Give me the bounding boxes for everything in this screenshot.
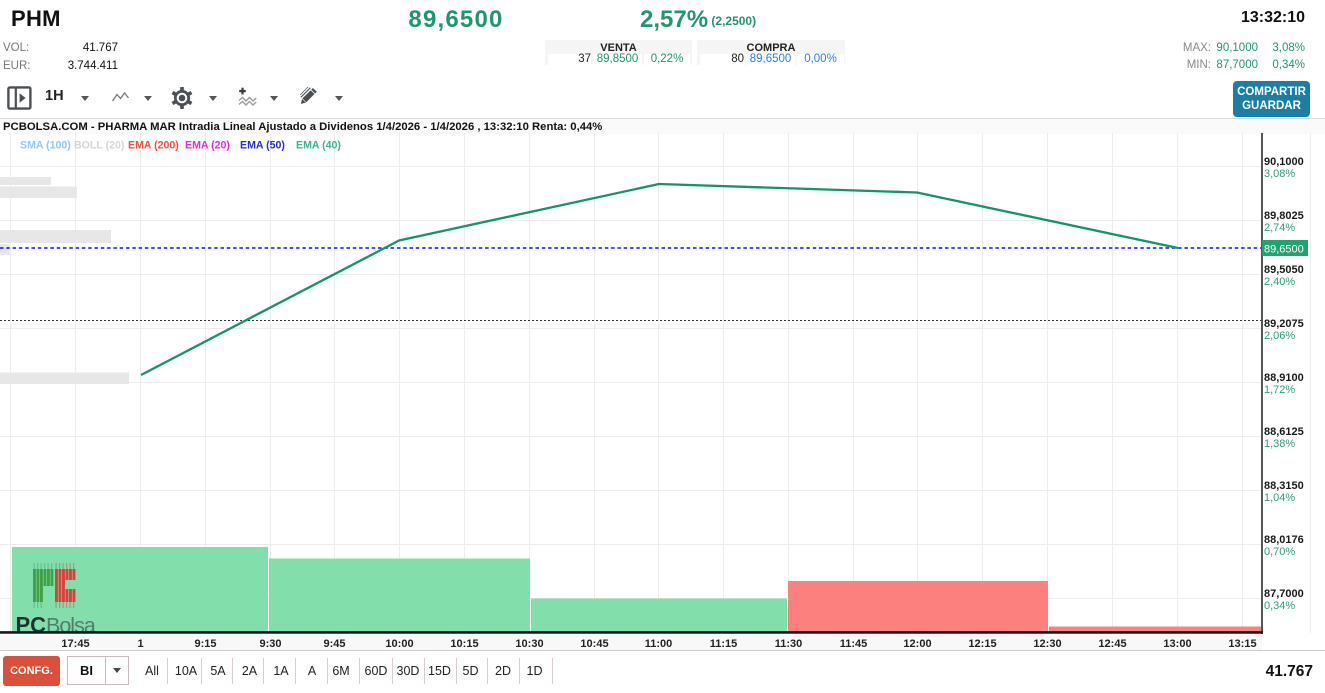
svg-text:88,9100: 88,9100 [1264,372,1304,384]
svg-text:10:45: 10:45 [580,638,608,650]
svg-text:10:15: 10:15 [450,638,478,650]
svg-text:Bolsa: Bolsa [46,614,96,638]
svg-text:90,1000: 90,1000 [1264,156,1304,168]
svg-text:12:30: 12:30 [1033,638,1061,650]
svg-text:9:45: 9:45 [323,638,345,650]
svg-text:10:30: 10:30 [515,638,543,650]
svg-text:SMA (100): SMA (100) [20,140,71,152]
svg-text:11:30: 11:30 [775,638,803,650]
svg-text:9:15: 9:15 [194,638,216,650]
svg-text:1,38%: 1,38% [1264,438,1295,450]
svg-text:13:15: 13:15 [1228,638,1256,650]
svg-text:89,6500: 89,6500 [1264,244,1304,256]
svg-text:EMA (50): EMA (50) [240,140,285,152]
svg-text:11:15: 11:15 [710,638,738,650]
svg-text:11:00: 11:00 [645,638,673,650]
svg-text:0,34%: 0,34% [1264,600,1295,612]
svg-text:EMA (20): EMA (20) [185,140,230,152]
svg-text:89,5050: 89,5050 [1264,264,1304,276]
svg-text:3,08%: 3,08% [1264,168,1295,180]
svg-text:9:30: 9:30 [259,638,281,650]
svg-text:1,04%: 1,04% [1264,492,1295,504]
svg-text:88,6125: 88,6125 [1264,426,1304,438]
svg-text:1: 1 [137,638,143,650]
svg-text:10:00: 10:00 [385,638,413,650]
svg-text:12:45: 12:45 [1098,638,1126,650]
svg-text:17:45: 17:45 [61,638,89,650]
svg-text:12:00: 12:00 [903,638,931,650]
svg-text:2,40%: 2,40% [1264,276,1295,288]
svg-text:87,7000: 87,7000 [1264,588,1304,600]
svg-text:88,3150: 88,3150 [1264,480,1304,492]
svg-text:EMA (40): EMA (40) [296,140,341,152]
svg-text:2,74%: 2,74% [1264,222,1295,234]
svg-text:89,2075: 89,2075 [1264,318,1304,330]
svg-text:12:15: 12:15 [968,638,996,650]
svg-text:0,70%: 0,70% [1264,546,1295,558]
svg-text:88,0176: 88,0176 [1264,534,1304,546]
svg-text:PC: PC [16,613,47,638]
svg-text:13:00: 13:00 [1163,638,1191,650]
svg-text:2,06%: 2,06% [1264,330,1295,342]
svg-text:89,8025: 89,8025 [1264,210,1304,222]
svg-text:EMA (200): EMA (200) [128,140,179,152]
svg-text:1,72%: 1,72% [1264,384,1295,396]
svg-text:11:45: 11:45 [840,638,868,650]
svg-text:BOLL (20): BOLL (20) [74,140,124,152]
